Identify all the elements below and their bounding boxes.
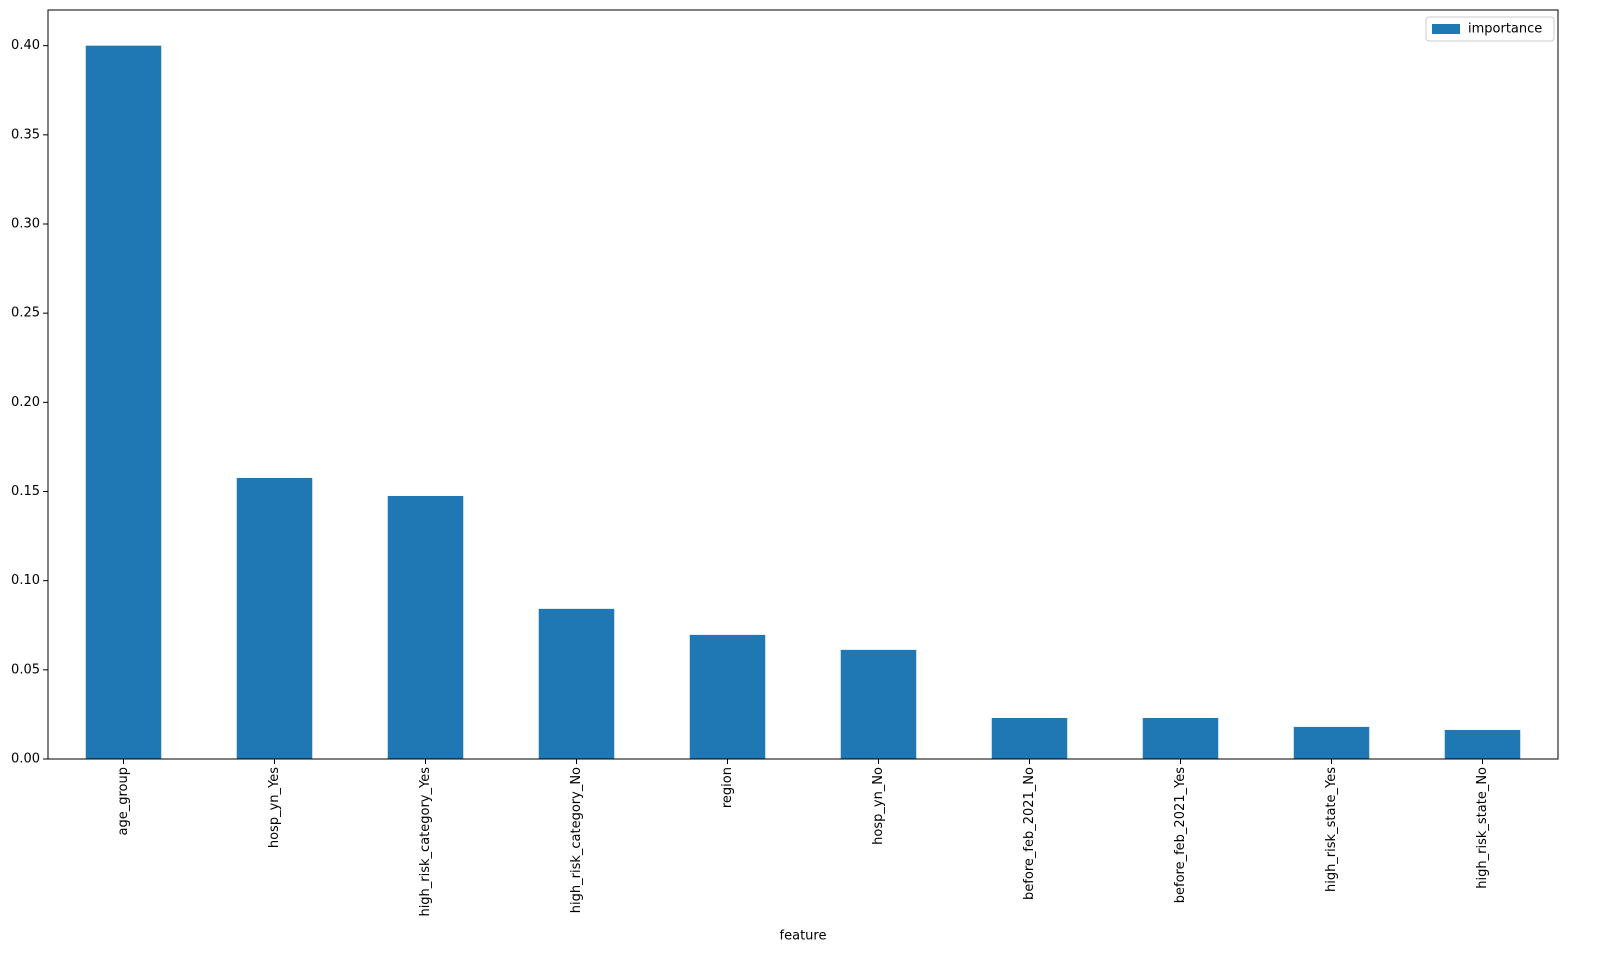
y-tick-label: 0.05: [11, 662, 40, 677]
y-tick-label: 0.00: [11, 752, 40, 767]
bar: [840, 649, 917, 759]
y-tick-label: 0.40: [11, 38, 40, 53]
y-tick-label: 0.15: [11, 484, 40, 499]
x-tick-label: high_risk_state_Yes: [1324, 767, 1339, 892]
x-axis-label: feature: [780, 929, 827, 944]
x-tick-label: hosp_yn_No: [871, 767, 886, 845]
bar: [1142, 717, 1219, 759]
bar: [85, 45, 162, 759]
bar: [387, 495, 464, 759]
x-tick-label: before_feb_2021_No: [1022, 767, 1037, 900]
y-tick-label: 0.10: [11, 573, 40, 588]
x-tick-label: before_feb_2021_Yes: [1173, 767, 1188, 903]
y-tick-label: 0.25: [11, 306, 40, 321]
legend-label: importance: [1468, 22, 1542, 37]
x-tick-label: high_risk_category_Yes: [418, 767, 433, 917]
x-tick-label: age_group: [116, 767, 131, 835]
bar: [538, 608, 615, 759]
y-tick-label: 0.30: [11, 217, 40, 232]
bar: [689, 634, 766, 759]
legend-swatch: [1432, 24, 1460, 34]
bar: [1444, 729, 1521, 759]
x-tick-label: high_risk_state_No: [1475, 767, 1490, 889]
x-tick-label: high_risk_category_No: [569, 767, 584, 913]
x-tick-label: region: [720, 767, 735, 808]
bar: [236, 477, 313, 759]
bar: [991, 717, 1068, 759]
legend-box: [1425, 16, 1555, 42]
plot-frame: [47, 9, 1559, 760]
x-tick-label: hosp_yn_Yes: [267, 767, 282, 848]
y-tick-label: 0.35: [11, 127, 40, 142]
bar: [1293, 726, 1370, 759]
y-tick-label: 0.20: [11, 395, 40, 410]
